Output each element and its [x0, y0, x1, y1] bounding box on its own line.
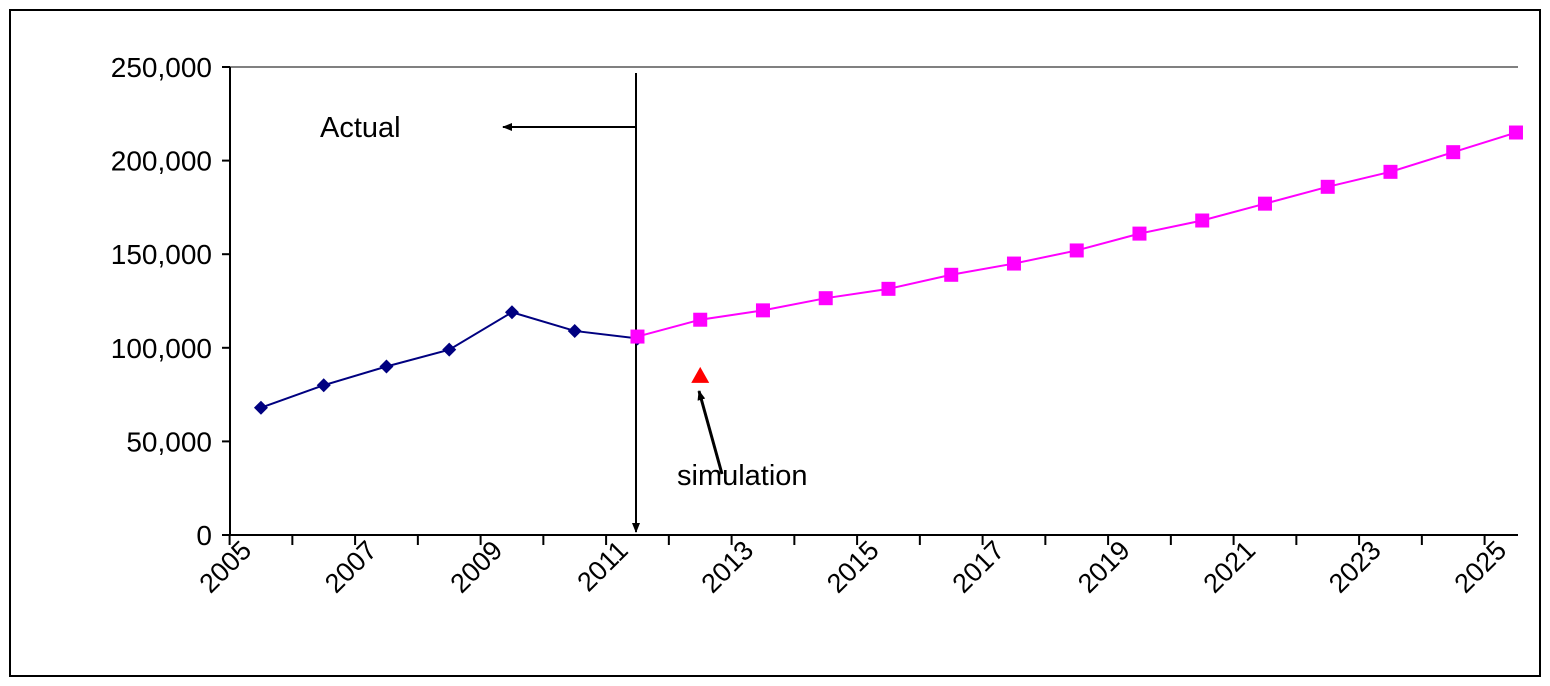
marker: [1320, 179, 1335, 194]
marker: [755, 303, 770, 318]
marker: [379, 359, 394, 374]
marker: [691, 366, 710, 383]
marker: [567, 323, 582, 338]
marker: [630, 329, 645, 344]
y-tick-label: 150,000: [111, 239, 212, 270]
annotation: Actual: [320, 112, 401, 144]
y-tick-label: 250,000: [111, 52, 212, 83]
y-tick-label: 50,000: [126, 426, 212, 457]
marker: [881, 281, 896, 296]
marker: [1006, 256, 1021, 271]
annotation: simulation: [677, 460, 808, 492]
marker: [1446, 145, 1461, 160]
marker: [316, 378, 331, 393]
marker: [442, 342, 457, 357]
y-tick-label: 100,000: [111, 333, 212, 364]
marker: [818, 291, 833, 306]
chart-frame: [9, 9, 1541, 677]
marker: [1132, 226, 1147, 241]
marker: [1383, 164, 1398, 179]
y-tick-label: 0: [196, 520, 212, 551]
marker: [1257, 196, 1272, 211]
marker: [504, 305, 519, 320]
marker: [253, 400, 268, 415]
marker: [1195, 213, 1210, 228]
marker: [1508, 125, 1523, 140]
simulation-arrow: [697, 390, 724, 475]
y-tick-label: 200,000: [111, 146, 212, 177]
marker: [944, 267, 959, 282]
marker: [1069, 243, 1084, 258]
marker: [693, 312, 708, 327]
